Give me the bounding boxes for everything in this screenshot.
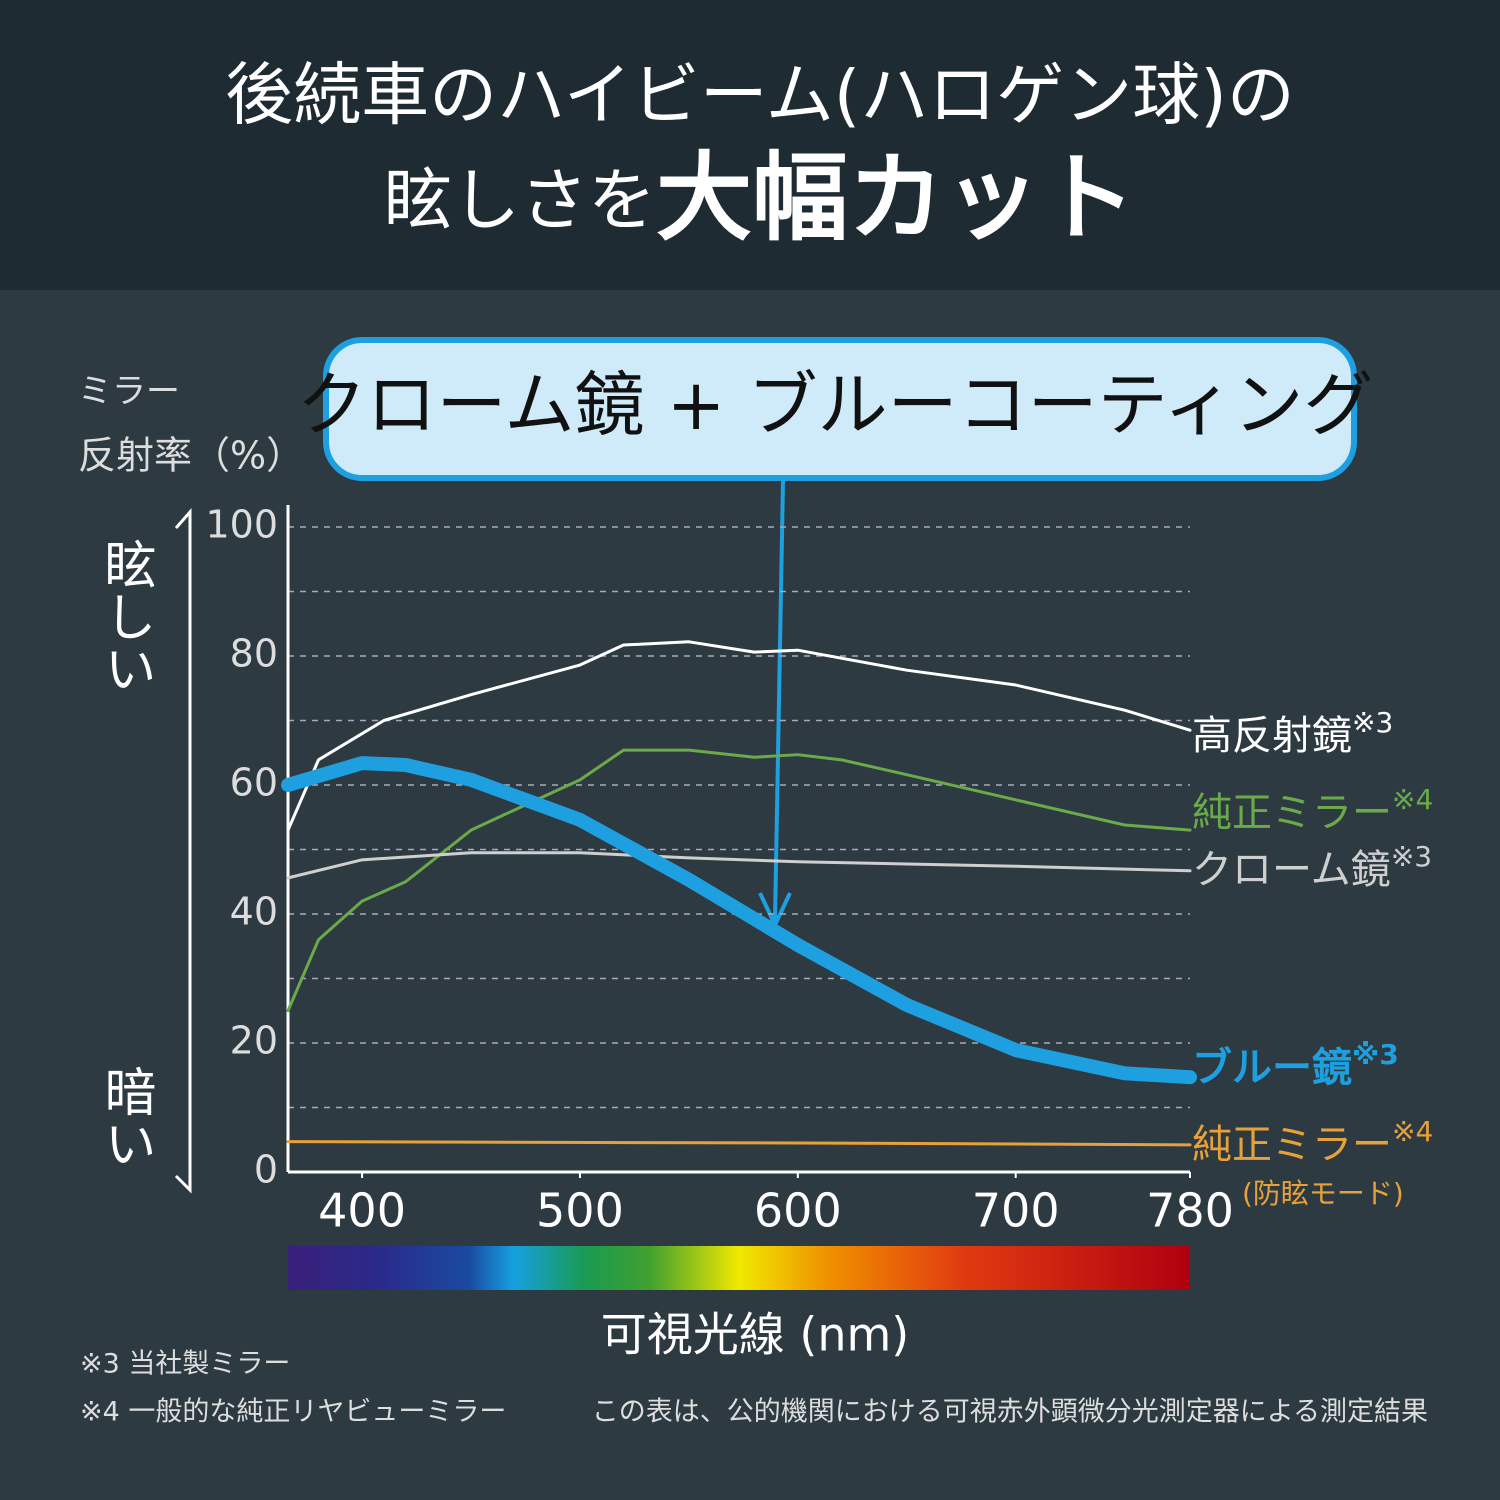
callout-box xyxy=(323,337,1357,481)
legend-name: クローム鏡 xyxy=(1192,847,1391,893)
series-label: 純正ミラー※4 xyxy=(1192,783,1433,836)
series-sublabel: (防眩モード) xyxy=(1242,1177,1404,1210)
source-note: この表は、公的機関における可視赤外顕微分光測定器による測定結果 xyxy=(592,1397,1428,1428)
x-tick-label: 600 xyxy=(754,1184,842,1238)
title: 後続車のハイビーム(ハロゲン球)の xyxy=(225,57,1295,136)
x-tick-label: 700 xyxy=(972,1184,1060,1238)
y-tick-label: 0 xyxy=(254,1148,278,1192)
series-line xyxy=(286,748,1192,1013)
series-line xyxy=(286,1140,1192,1147)
title-line2: 眩しさを大幅カット xyxy=(384,142,1136,254)
y-tick-label: 60 xyxy=(230,761,278,805)
legend-name: ブルー鏡 xyxy=(1192,1045,1352,1091)
callout-text: クローム鏡 + ブルーコーティング xyxy=(297,364,1374,446)
legend-note: ※3 xyxy=(1352,706,1393,739)
legend-note: ※3 xyxy=(1391,840,1432,873)
y-tick-label: 100 xyxy=(205,503,278,547)
series-line xyxy=(286,640,1192,832)
series-label: ブルー鏡※3 xyxy=(1192,1038,1399,1091)
x-label: 可視光線 (nm) xyxy=(601,1308,909,1362)
x-tick-label: 500 xyxy=(536,1184,624,1238)
series-label: 高反射鏡※3 xyxy=(1192,706,1393,759)
x-tick-label: 780 xyxy=(1146,1184,1234,1238)
y-label: ミラー xyxy=(78,372,180,412)
series-label: 純正ミラー※4 xyxy=(1192,1115,1433,1168)
y-tick-label: 40 xyxy=(230,890,278,934)
series-label: クローム鏡※3 xyxy=(1192,840,1432,893)
title-emphasis: 大幅カット xyxy=(656,142,1136,254)
x-tick-label: 400 xyxy=(318,1184,406,1238)
series-line xyxy=(281,756,1197,1085)
legend-name: 純正ミラー xyxy=(1192,790,1392,836)
footnote: ※3 当社製ミラー xyxy=(80,1349,290,1380)
legend-name: 高反射鏡 xyxy=(1192,713,1352,759)
y-tick-label: 20 xyxy=(230,1019,278,1063)
scale-arrow xyxy=(174,508,192,1194)
footnote: ※4 一般的な純正リヤビューミラー xyxy=(80,1397,506,1428)
legend-name: 純正ミラー xyxy=(1192,1122,1392,1168)
legend-note: ※3 xyxy=(1352,1038,1399,1071)
title-part: 眩しさを xyxy=(384,162,656,241)
legend-note: ※4 xyxy=(1392,1115,1433,1148)
series-line xyxy=(286,851,1192,880)
legend-note: ※4 xyxy=(1392,783,1433,816)
y-label: 反射率（%） xyxy=(78,434,304,478)
y-tick-label: 80 xyxy=(230,632,278,676)
header-bg xyxy=(0,0,1500,290)
scale-top: 眩しい xyxy=(95,538,155,694)
scale-bottom: 暗い xyxy=(95,1065,155,1169)
callout-arrow xyxy=(773,479,785,921)
spectrum-bar xyxy=(288,1246,1190,1290)
